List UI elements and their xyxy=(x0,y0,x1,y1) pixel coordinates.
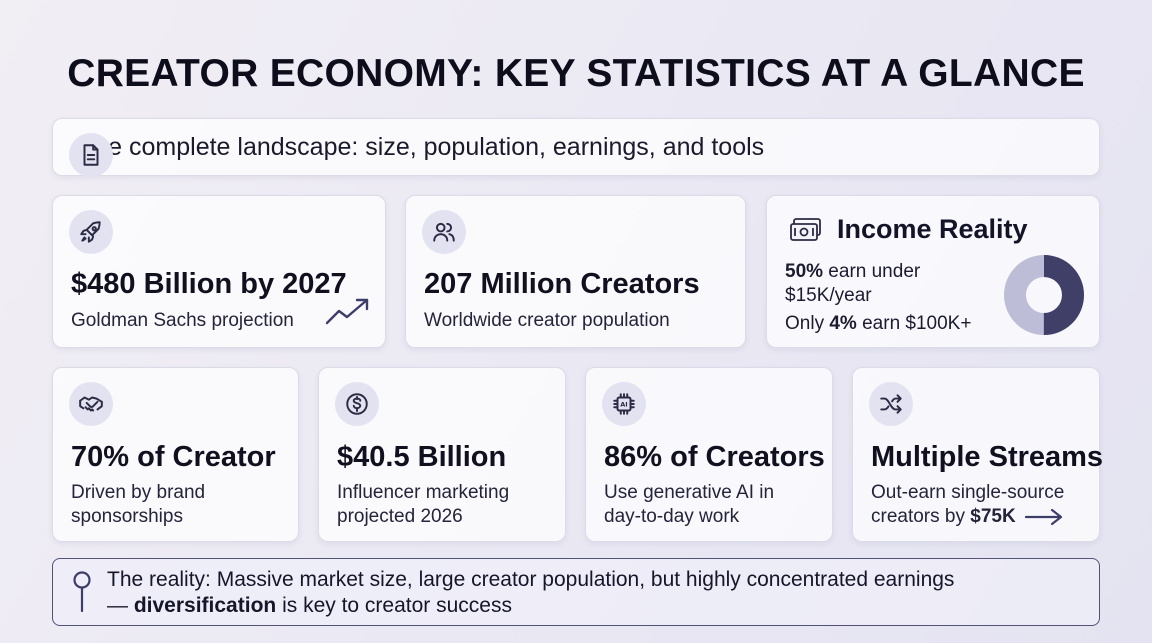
users-icon xyxy=(422,210,466,254)
generative-ai-card: AI 86% of Creators Use generative AI in … xyxy=(585,367,833,542)
market-size-value: $480 Billion by 2027 xyxy=(71,268,347,300)
market-size-card: $480 Billion by 2027 Goldman Sachs proje… xyxy=(52,195,386,348)
income-line-1: 50% earn under xyxy=(785,261,921,282)
income-line-2: $15K/year xyxy=(785,285,872,306)
income-donut-chart xyxy=(1004,255,1084,335)
subtitle-text: The complete landscape: size, population… xyxy=(79,132,765,161)
income-line-3: Only 4% earn $100K+ xyxy=(785,313,972,334)
trend-up-icon xyxy=(325,298,369,325)
income-card: Income Reality 50% earn under $15K/year … xyxy=(766,195,1100,348)
shuffle-icon xyxy=(869,382,913,426)
subtitle-bar: The complete landscape: size, population… xyxy=(52,118,1100,177)
summary-text: The reality: Massive market size, large … xyxy=(107,568,955,617)
document-icon xyxy=(69,133,113,177)
population-value: 207 Million Creators xyxy=(424,268,700,300)
sponsorship-desc: Driven by brand sponsorships xyxy=(71,482,206,527)
page-title: CREATOR ECONOMY: KEY STATISTICS AT A GLA… xyxy=(67,52,1085,95)
rocket-icon xyxy=(69,210,113,254)
generative-ai-value: 86% of Creators xyxy=(604,441,825,473)
population-card: 207 Million Creators Worldwide creator p… xyxy=(405,195,746,348)
sponsorship-card: 70% of Creator Driven by brand sponsorsh… xyxy=(52,367,299,542)
influencer-marketing-card: $40.5 Billion Influencer marketing proje… xyxy=(318,367,566,542)
population-desc: Worldwide creator population xyxy=(424,310,670,331)
multiple-streams-card: Multiple Streams Out-earn single-source … xyxy=(852,367,1104,542)
svg-text:AI: AI xyxy=(620,401,627,409)
ai-chip-icon: AI xyxy=(602,382,646,426)
pin-icon xyxy=(73,571,91,613)
dollar-icon xyxy=(335,382,379,426)
generative-ai-desc: Use generative AI in day-to-day work xyxy=(604,482,775,527)
influencer-marketing-desc: Influencer marketing projected 2026 xyxy=(337,482,510,527)
multiple-streams-desc: Out-earn single-source creators by $75K xyxy=(871,482,1065,527)
income-title: Income Reality xyxy=(837,214,1028,244)
handshake-icon xyxy=(69,382,113,426)
arrow-right-icon xyxy=(1024,508,1062,526)
summary-bar: The reality: Massive market size, large … xyxy=(52,558,1100,626)
cash-icon xyxy=(790,218,821,241)
donut-segment-dark xyxy=(1004,255,1084,335)
influencer-marketing-value: $40.5 Billion xyxy=(337,441,507,473)
market-size-desc: Goldman Sachs projection xyxy=(71,310,294,331)
sponsorship-value: 70% of Creator xyxy=(71,441,276,473)
multiple-streams-value: Multiple Streams xyxy=(871,441,1104,473)
